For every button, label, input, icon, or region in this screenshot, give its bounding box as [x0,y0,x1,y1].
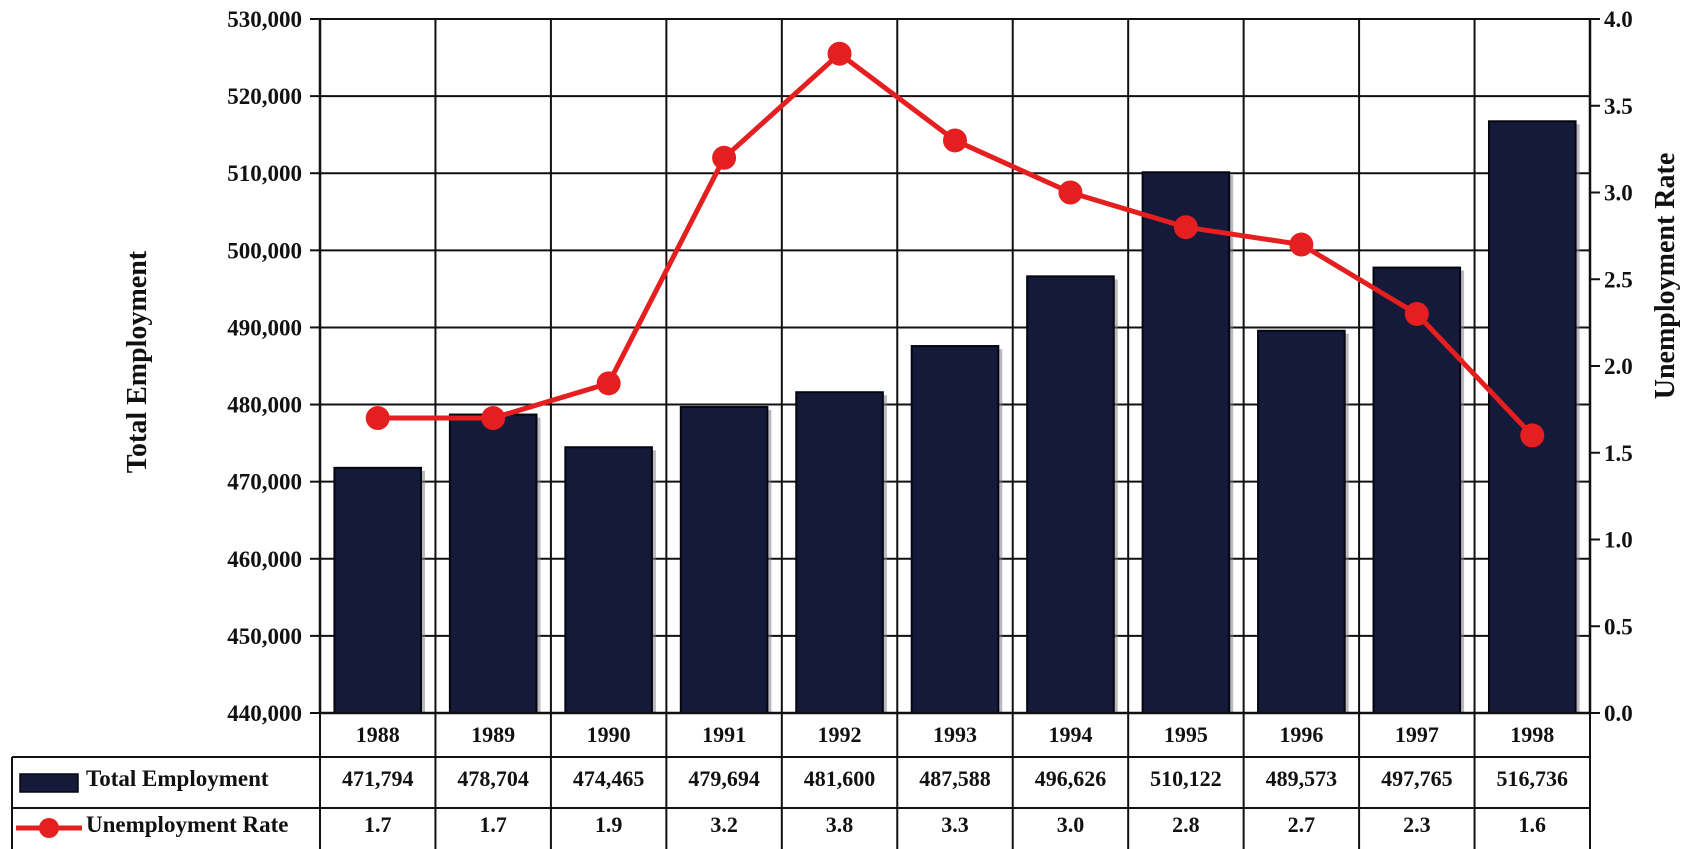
bar-1997 [1372,266,1462,714]
point-1998 [1520,423,1545,448]
category-label: 1991 [702,722,746,747]
data-label: 1.9 [595,812,623,837]
data-label: 2.8 [1172,812,1200,837]
employment-bars [333,120,1580,715]
left-tick-label: 500,000 [227,238,302,263]
bar-1995 [1141,171,1231,714]
left-tick-label: 450,000 [227,624,302,649]
left-tick-label: 460,000 [227,547,302,572]
bar-1990 [564,446,653,714]
data-label: 3.8 [826,812,854,837]
category-label: 1993 [933,722,977,747]
data-label: 481,600 [804,766,876,791]
data-label: 1.7 [479,812,507,837]
data-label: 2.7 [1288,812,1316,837]
point-1990 [596,371,621,396]
data-table: 1988 1989 1990 1991 1992 1993 1994 1995 1996 1997… [11,713,1591,849]
legend-label: Unemployment Rate [86,812,289,837]
data-label: 478,704 [457,766,529,791]
left-tick-label: 520,000 [227,84,302,109]
left-tick-label: 470,000 [227,470,302,495]
data-label: 1.6 [1519,812,1547,837]
legend-bar-swatch [19,773,79,793]
bar-1992 [795,391,884,714]
category-label: 1989 [471,722,515,747]
right-tick-label: 2.5 [1604,267,1633,292]
data-label: 489,573 [1266,766,1338,791]
data-label: 496,626 [1035,766,1107,791]
data-label: 1.7 [364,812,392,837]
left-tick-label: 530,000 [227,7,302,32]
data-label: 3.0 [1057,812,1085,837]
unemployment-line [365,41,1545,448]
category-label: 1997 [1395,722,1439,747]
right-tick-label: 1.0 [1604,528,1633,553]
data-label: 516,736 [1497,766,1569,791]
right-axis-ticks: 0.0 0.5 1.0 1.5 2.0 2.5 3.0 3.5 4.0 [1590,7,1633,726]
category-label: 1996 [1279,722,1323,747]
left-tick-label: 510,000 [227,161,302,186]
category-label: 1998 [1510,722,1554,747]
category-label: 1995 [1164,722,1208,747]
data-label: 487,588 [919,766,991,791]
point-1994 [1058,180,1083,205]
point-1989 [481,406,506,431]
bar-1998 [1487,120,1577,715]
data-label: 479,694 [688,766,760,791]
point-1995 [1173,215,1198,240]
right-tick-label: 0.0 [1604,701,1633,726]
category-label: 1990 [587,722,631,747]
right-tick-label: 4.0 [1604,7,1633,32]
point-1992 [827,41,852,66]
right-tick-label: 3.0 [1604,181,1633,206]
data-label: 471,794 [342,766,414,791]
right-tick-label: 0.5 [1604,614,1633,639]
data-label: 474,465 [573,766,645,791]
right-tick-label: 3.5 [1604,94,1633,119]
left-axis-title: Total Employment [122,250,153,473]
bar-1991 [679,405,769,714]
right-tick-label: 2.0 [1604,354,1633,379]
point-1991 [712,145,737,170]
right-tick-label: 1.5 [1604,441,1633,466]
bar-1993 [910,345,1000,714]
category-label: 1992 [818,722,862,747]
data-label: 510,122 [1150,766,1222,791]
category-label: 1994 [1048,722,1092,747]
point-1993 [943,128,967,153]
right-axis-title: Unemployment Rate [1650,153,1681,400]
category-label: 1988 [356,722,400,747]
data-label: 3.3 [941,812,969,837]
legend-label: Total Employment [86,766,269,791]
bar-1996 [1257,329,1346,714]
left-tick-label: 490,000 [227,315,302,340]
data-label: 3.2 [710,812,738,837]
point-1996 [1289,232,1314,257]
bar-1988 [333,466,423,715]
point-1997 [1404,301,1429,326]
left-tick-label: 440,000 [227,701,302,726]
data-label: 497,765 [1381,766,1453,791]
left-tick-label: 480,000 [227,393,302,418]
bar-1989 [448,413,538,714]
point-1988 [365,406,390,431]
data-label: 2.3 [1403,812,1431,837]
left-axis-ticks: 440,000 450,000 460,000 470,000 480,000 490,0… [227,7,320,726]
legend-line-marker [39,818,59,838]
bar-1994 [1026,275,1115,714]
